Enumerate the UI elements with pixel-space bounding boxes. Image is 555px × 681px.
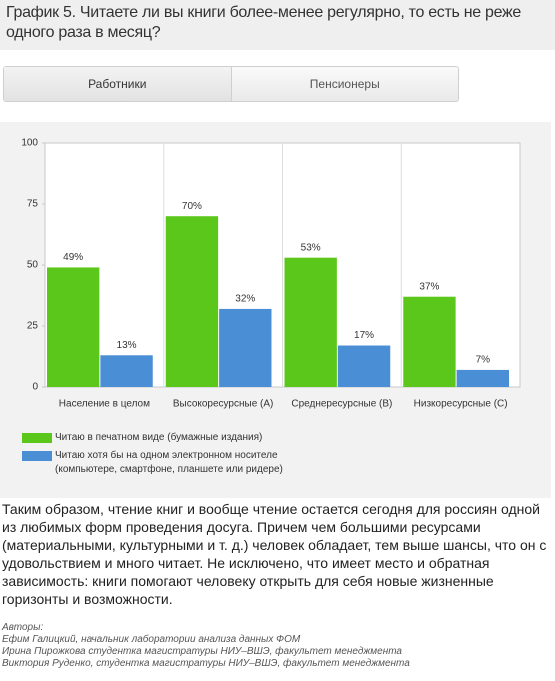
- tab[interactable]: Пенсионеры: [230, 67, 459, 101]
- value-label: 53%: [301, 242, 321, 253]
- x-tick-label: Низкоресурсные (С): [414, 399, 508, 410]
- tab-bar: Работники Пенсионеры: [3, 66, 459, 102]
- value-label: 49%: [63, 252, 83, 263]
- author: Ирина Пирожкова студентка магистратуры Н…: [2, 646, 402, 657]
- bar: [165, 216, 219, 387]
- y-tick-label: 100: [21, 138, 38, 149]
- y-tick-label: 0: [32, 382, 38, 393]
- value-label: 17%: [354, 330, 374, 341]
- value-label: 70%: [182, 201, 202, 212]
- y-tick-label: 50: [27, 260, 39, 271]
- page-title: График 5. Читаете ли вы книги более-мене…: [6, 4, 522, 41]
- paragraph: Таким образом, чтение книг и вообще чтен…: [2, 501, 547, 607]
- value-label: 32%: [235, 294, 255, 305]
- bar: [100, 355, 153, 387]
- legend-swatch: [22, 433, 52, 443]
- value-label: 7%: [476, 355, 491, 366]
- bar: [47, 267, 100, 387]
- legend-item: Читаю хотя бы на одном электронном носит…: [18, 449, 308, 477]
- legend-swatch: [22, 451, 52, 461]
- bar: [403, 296, 456, 387]
- y-tick-label: 75: [27, 199, 39, 210]
- x-tick-label: Население в целом: [59, 399, 150, 410]
- legend-item: Читаю в печатном виде (бумажные издания): [18, 431, 308, 445]
- bar: [456, 369, 509, 387]
- bar: [337, 345, 391, 387]
- x-tick-label: Среднересурсные (В): [291, 399, 392, 410]
- legend-label: Читаю в печатном виде (бумажные издания): [55, 432, 263, 443]
- author: Ефим Галицкий, начальник лаборатории ана…: [2, 634, 301, 645]
- legend: Читаю в печатном виде (бумажные издания)…: [18, 431, 308, 481]
- authors-label: Авторы:: [2, 622, 44, 633]
- header: График 5. Читаете ли вы книги более-мене…: [0, 0, 555, 50]
- value-label: 37%: [419, 281, 439, 292]
- bar: [219, 308, 272, 387]
- author: Виктория Руденко, студентка магистратуры…: [2, 658, 410, 669]
- authors: Авторы: Ефим Галицкий, начальник лаборат…: [2, 622, 410, 670]
- tab[interactable]: Работники: [4, 67, 231, 101]
- x-tick-label: Высокоресурсные (А): [173, 399, 274, 410]
- legend-label: Читаю хотя бы на одном электронном носит…: [55, 450, 283, 475]
- y-tick-label: 25: [27, 321, 39, 332]
- bar: [284, 257, 337, 387]
- value-label: 13%: [117, 340, 137, 351]
